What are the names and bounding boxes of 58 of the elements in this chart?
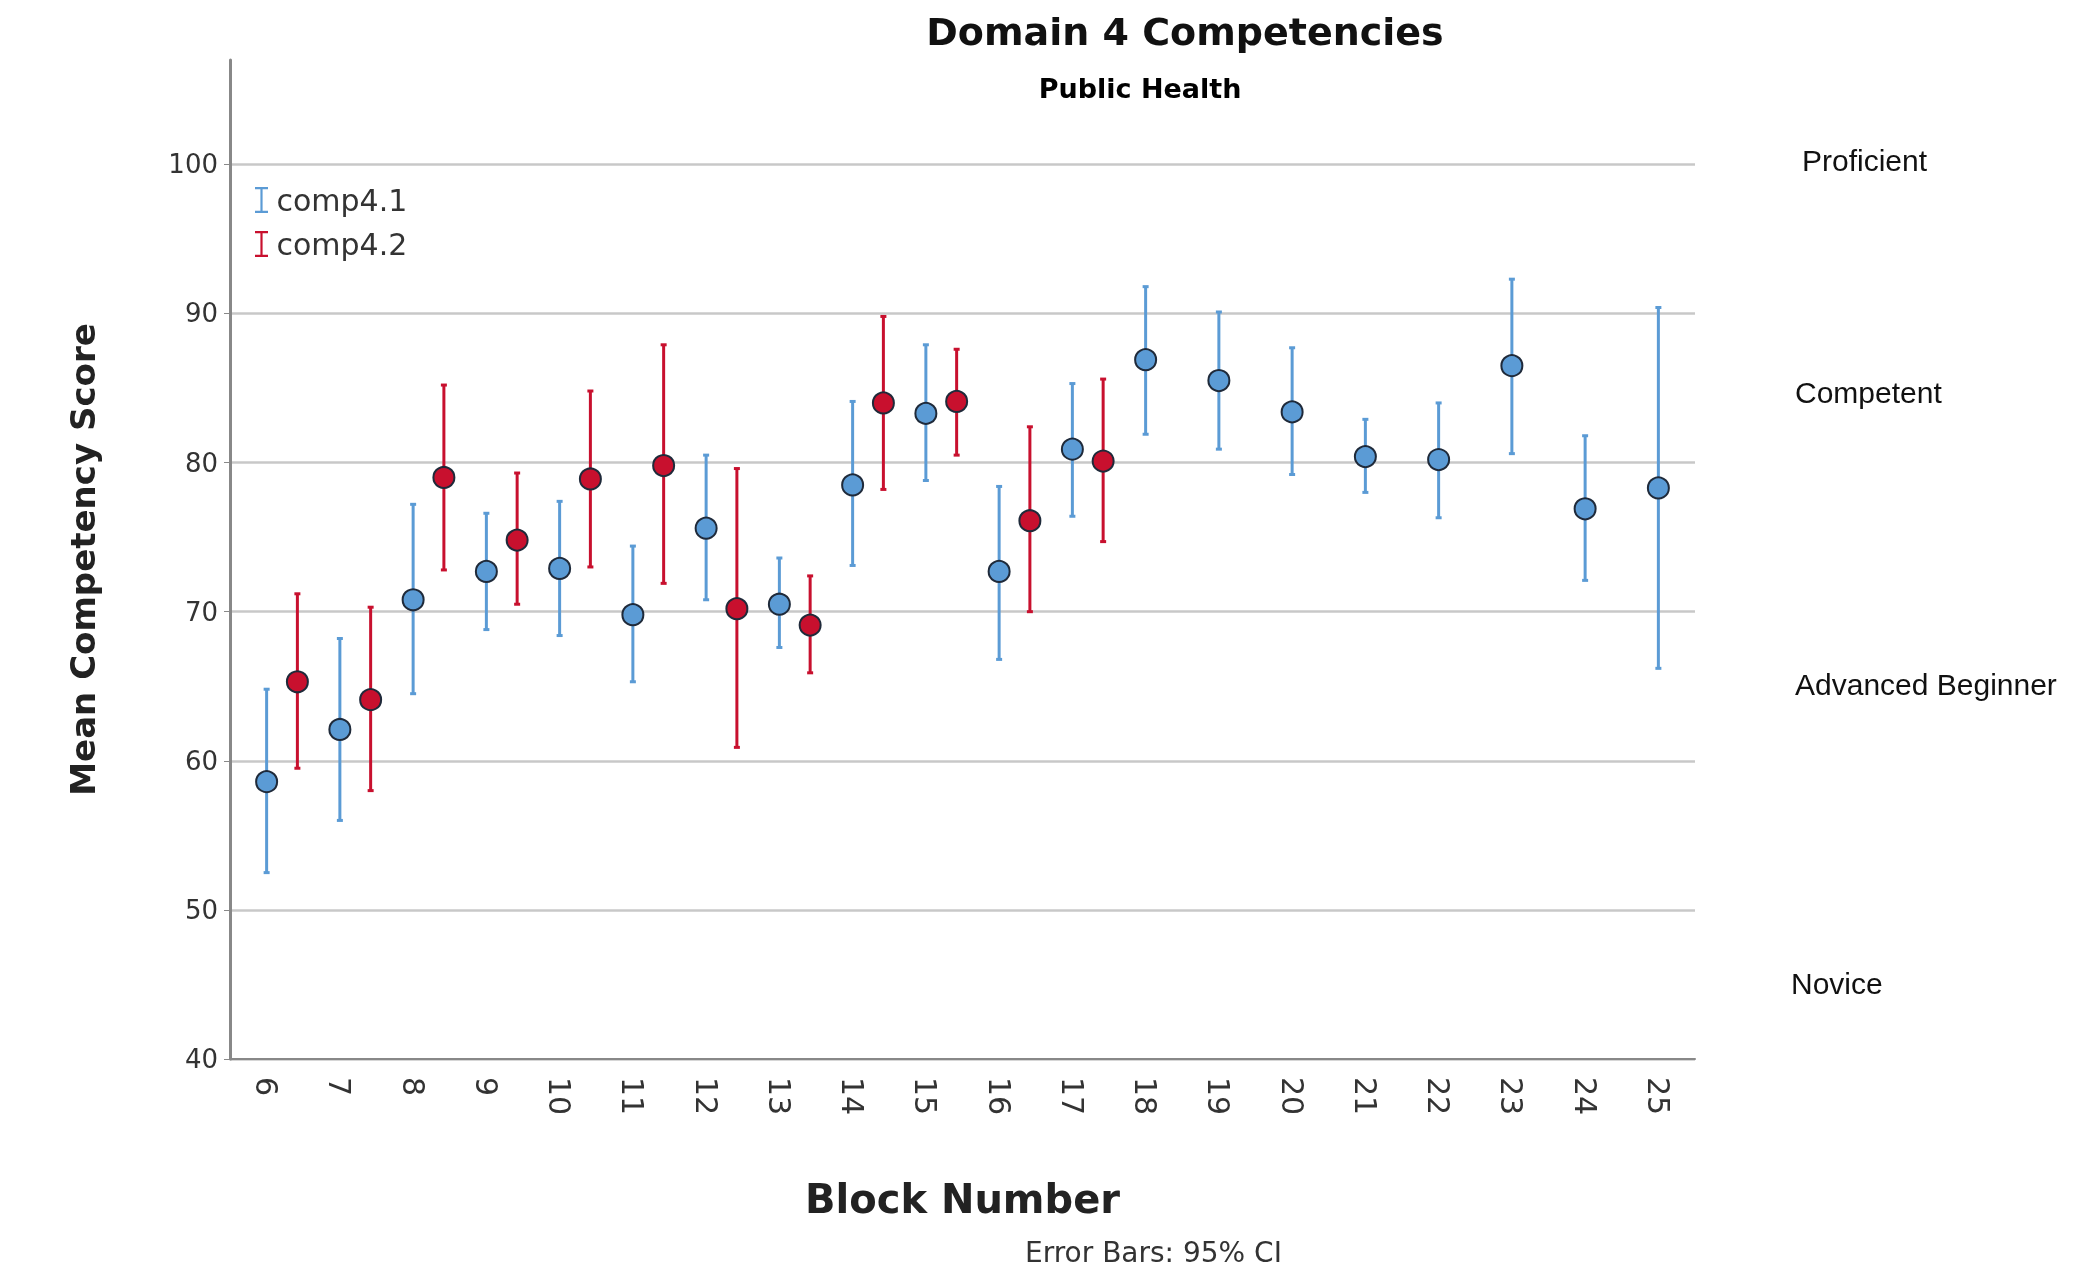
x-tick-label: 10 xyxy=(542,1077,578,1116)
point xyxy=(841,473,865,497)
x-tick-label: 17 xyxy=(1054,1077,1090,1116)
point xyxy=(1134,348,1158,372)
point xyxy=(1500,354,1524,378)
y-tick-label: 60 xyxy=(184,745,218,776)
point xyxy=(1353,445,1377,469)
point xyxy=(474,559,498,583)
x-tick-label: 25 xyxy=(1640,1077,1676,1116)
point xyxy=(1280,400,1304,424)
x-tick-label: 23 xyxy=(1494,1077,1530,1116)
point xyxy=(987,559,1011,583)
chart-title: Domain 4 Competencies xyxy=(926,10,1444,54)
y-tick-label: 70 xyxy=(184,596,218,627)
x-tick-label: 22 xyxy=(1421,1077,1457,1116)
point xyxy=(548,556,572,580)
legend-label: comp4.2 xyxy=(276,226,408,262)
text: Proficient xyxy=(1802,143,1928,177)
x-tick-label: 6 xyxy=(249,1077,285,1097)
x-tick-label: 18 xyxy=(1128,1077,1164,1116)
x-tick-label: 8 xyxy=(395,1077,431,1097)
text: Error Bars: 95% CI xyxy=(1025,1235,1282,1269)
point xyxy=(1646,476,1670,500)
x-tick-label: 20 xyxy=(1274,1077,1310,1116)
x-tick-label: 13 xyxy=(761,1077,797,1116)
point xyxy=(914,401,938,425)
y-tick-label: 40 xyxy=(184,1044,218,1074)
x-tick-label: 19 xyxy=(1201,1077,1237,1116)
text: Advanced Beginner xyxy=(1795,667,2057,701)
y-tick-label: 100 xyxy=(168,149,218,180)
y-tick-label: 90 xyxy=(184,298,218,329)
y-axis-title: Mean Competency Score xyxy=(63,323,103,796)
x-tick-label: 24 xyxy=(1567,1077,1603,1116)
point xyxy=(694,516,718,540)
x-tick-label: 16 xyxy=(981,1077,1017,1116)
point xyxy=(328,717,352,741)
point xyxy=(621,603,645,627)
y-tick-label: 50 xyxy=(184,894,218,925)
legend-label: comp4.1 xyxy=(276,182,408,218)
point xyxy=(767,592,791,616)
point xyxy=(1060,437,1084,461)
x-tick-label: 11 xyxy=(615,1077,651,1116)
text: Public Health xyxy=(1038,73,1242,104)
x-tick-label: 9 xyxy=(468,1077,504,1097)
point xyxy=(1207,369,1231,393)
text: Novice xyxy=(1791,966,1883,1000)
x-tick-label: 15 xyxy=(908,1077,944,1116)
x-tick-label: 7 xyxy=(322,1077,358,1097)
point xyxy=(401,588,425,612)
x-tick-label: 12 xyxy=(688,1077,724,1116)
text: Competent xyxy=(1795,375,1943,409)
x-axis-title: Block Number xyxy=(804,1176,1121,1222)
point xyxy=(1573,497,1597,521)
point xyxy=(1427,448,1451,472)
y-tick-label: 80 xyxy=(184,447,218,478)
point xyxy=(255,770,279,794)
x-tick-label: 21 xyxy=(1347,1077,1383,1116)
x-tick-label: 14 xyxy=(835,1077,871,1116)
